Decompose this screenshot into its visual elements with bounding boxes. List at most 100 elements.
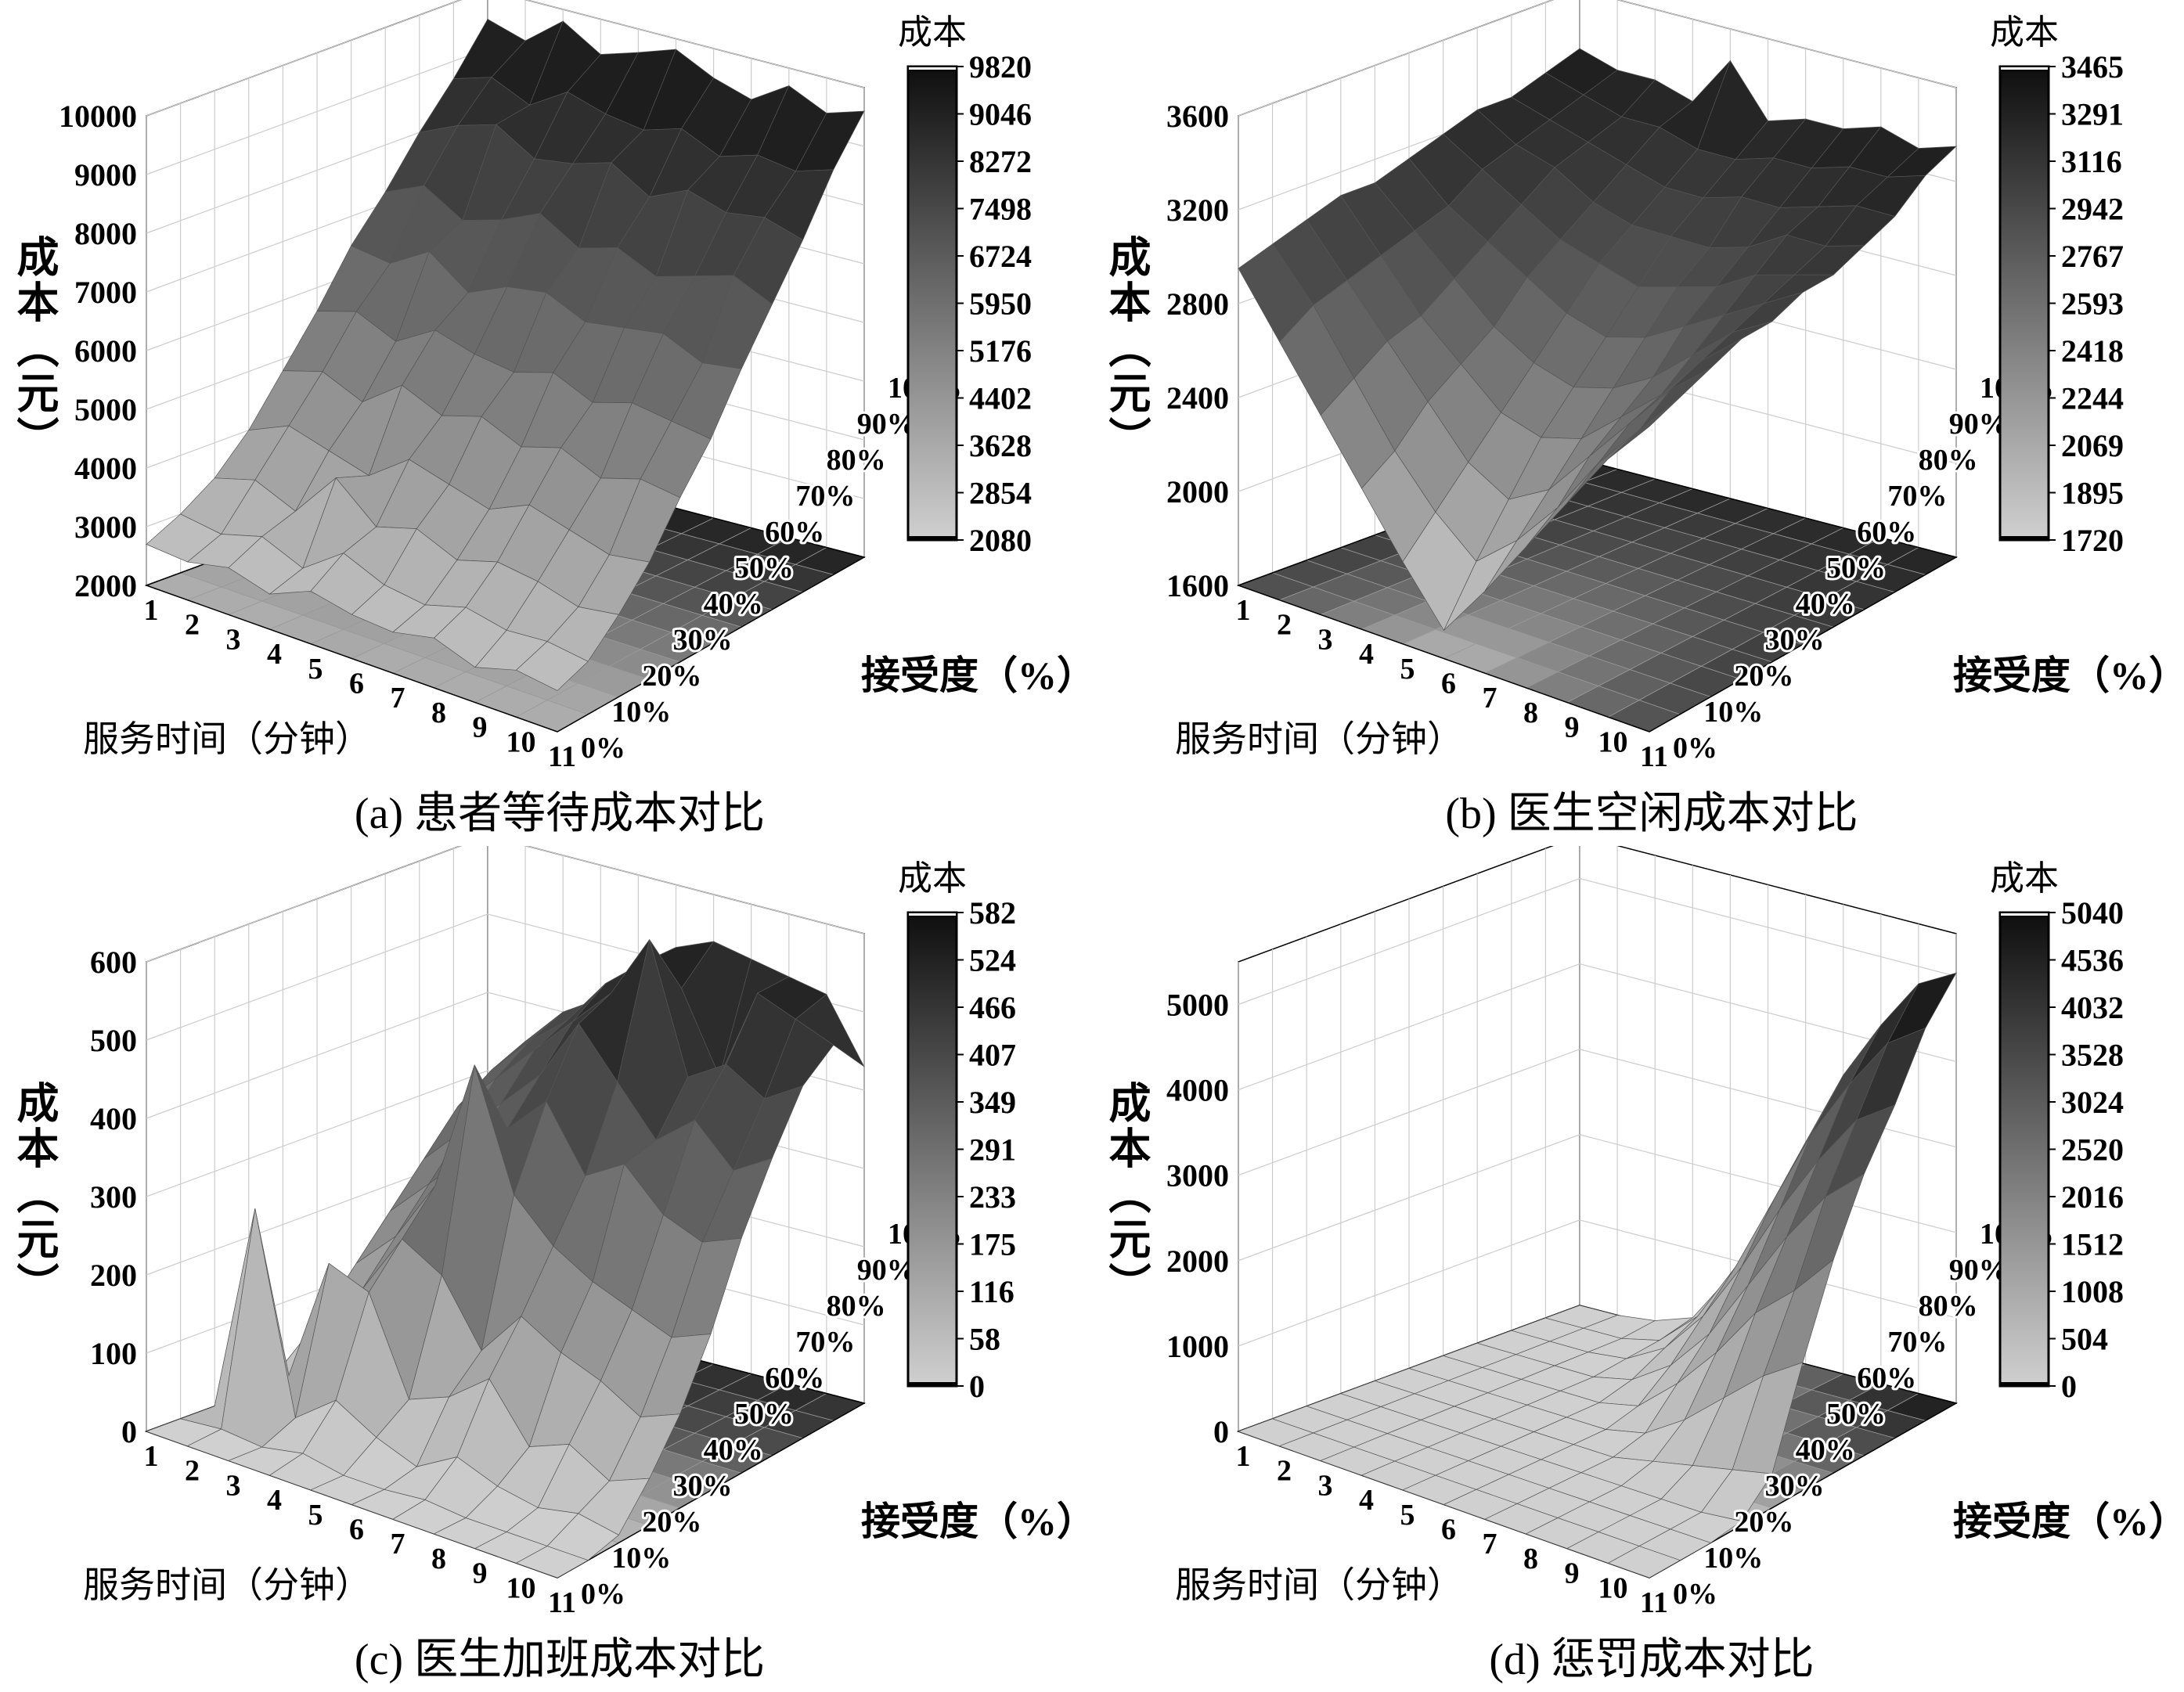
z-tick-label: 200 xyxy=(90,1258,137,1293)
x-tick-label: 3 xyxy=(226,623,241,656)
y-tick-label: 20% xyxy=(1734,1506,1793,1539)
panel-a: 2000 3000 4000 5000 6000 7000 8000 9000 10000 1 2 3… xyxy=(0,0,1092,846)
y-tick-label: 70% xyxy=(1887,1326,1947,1359)
caption-d: (d) 惩罚成本对比 xyxy=(1489,1636,1815,1684)
x-tick-label: 3 xyxy=(1318,623,1333,656)
x-tick-label: 9 xyxy=(1565,1557,1580,1590)
colorbar-bottom-cap xyxy=(2000,1382,2049,1386)
y-tick-label: 20% xyxy=(642,660,701,693)
x-tick-label: 6 xyxy=(349,1514,364,1546)
z-tick-label: 9000 xyxy=(74,157,137,193)
x-tick-label: 4 xyxy=(1359,1484,1374,1517)
x-tick-label: 1 xyxy=(1236,594,1251,627)
colorbar-tick-label: 5950 xyxy=(969,286,1032,322)
colorbar-tick-label: 2854 xyxy=(969,476,1032,511)
x-tick-label: 2 xyxy=(185,609,200,642)
x-axis-title: 服务时间（分钟） xyxy=(83,1565,371,1605)
x-tick-label: 2 xyxy=(185,1455,200,1488)
colorbar-tick-label: 1720 xyxy=(2061,523,2124,558)
y-tick-label: 60% xyxy=(765,516,824,549)
colorbar-title: 成本 xyxy=(1990,859,2059,898)
z-tick-label: 400 xyxy=(90,1101,137,1136)
x-tick-label: 4 xyxy=(1359,638,1374,671)
y-tick-label: 30% xyxy=(673,1470,733,1503)
z-tick-label: 3000 xyxy=(1166,1158,1229,1193)
panel-b: 1600 2000 2400 2800 3200 3600 1 2 3 4 5 6 7 8 9 10 11 0% 1… xyxy=(1092,0,2184,846)
z-tick-label: 1000 xyxy=(1166,1329,1229,1364)
colorbar-tick-label: 2080 xyxy=(969,523,1032,558)
x-tick-label: 8 xyxy=(1523,1543,1538,1575)
colorbar-tick-label: 5040 xyxy=(2061,895,2124,931)
y-axis-title: 接受度（%） xyxy=(861,653,1092,697)
z-tick-label: 4000 xyxy=(1166,1073,1229,1108)
z-axis-title: 成本（元） xyxy=(10,1081,57,1308)
z-tick-label: 2000 xyxy=(1166,1244,1229,1279)
x-tick-label: 5 xyxy=(308,1499,323,1532)
z-gridline xyxy=(146,0,865,117)
x-tick-label: 3 xyxy=(226,1469,241,1502)
z-gridline xyxy=(146,846,865,963)
z-tick-label: 300 xyxy=(90,1179,137,1215)
y-tick-label: 20% xyxy=(1734,660,1793,693)
y-tick-label: 0% xyxy=(581,732,625,765)
colorbar-bottom-cap xyxy=(2000,536,2049,540)
y-tick-label: 40% xyxy=(1796,1434,1855,1467)
y-tick-label: 40% xyxy=(1796,588,1855,621)
z-tick-label: 0 xyxy=(121,1414,137,1449)
colorbar-tick-label: 2520 xyxy=(2061,1132,2124,1168)
x-tick-label: 3 xyxy=(1318,1469,1333,1502)
x-tick-label: 9 xyxy=(473,1557,488,1590)
y-axis-title: 接受度（%） xyxy=(1953,1499,2184,1543)
colorbar-tick-label: 4032 xyxy=(2061,990,2124,1025)
z-tick-label: 2800 xyxy=(1166,286,1229,322)
z-tick-label: 3200 xyxy=(1166,193,1229,228)
surface-cell xyxy=(1608,397,1681,459)
x-tick-label: 6 xyxy=(1441,1514,1456,1546)
x-tick-label: 4 xyxy=(267,638,282,671)
x-tick-label: 1 xyxy=(144,1440,159,1473)
caption-a: (a) 患者等待成本对比 xyxy=(354,790,766,838)
colorbar-tick-label: 58 xyxy=(969,1322,1000,1357)
surface-chart-c: 0 100 200 300 400 500 600 1 2 3 4 5 6 7 8 9 10 11 0%10%20%… xyxy=(83,846,1092,1619)
colorbar-tick-label: 349 xyxy=(969,1085,1016,1120)
x-tick-label: 4 xyxy=(267,1484,282,1517)
x-axis-title: 服务时间（分钟） xyxy=(1175,719,1463,759)
y-tick-label: 60% xyxy=(765,1362,824,1395)
x-tick-label: 11 xyxy=(548,1586,576,1619)
z-tick-label: 3600 xyxy=(1166,99,1229,134)
colorbar-tick-label: 1512 xyxy=(2061,1227,2124,1262)
y-tick-label: 60% xyxy=(1857,1362,1916,1395)
y-tick-label: 10% xyxy=(1703,696,1763,729)
z-tick-label: 2400 xyxy=(1166,380,1229,416)
colorbar-tick-label: 9820 xyxy=(969,49,1032,85)
x-tick-label: 11 xyxy=(548,740,576,773)
y-tick-label: 30% xyxy=(1765,1470,1825,1503)
colorbar-tick-label: 3024 xyxy=(2061,1085,2124,1120)
x-tick-label: 7 xyxy=(391,1528,405,1561)
y-tick-label: 0% xyxy=(1673,1578,1717,1611)
x-tick-label: 5 xyxy=(1400,653,1415,686)
y-tick-label: 60% xyxy=(1857,516,1916,549)
z-tick-label: 6000 xyxy=(74,333,137,369)
x-tick-label: 7 xyxy=(1483,682,1497,715)
x-tick-label: 6 xyxy=(349,668,364,700)
z-axis-title: 成本（元） xyxy=(1102,1081,1149,1308)
z-tick-label: 4000 xyxy=(74,451,137,486)
colorbar-tick-label: 582 xyxy=(969,895,1016,931)
y-axis-title: 接受度（%） xyxy=(861,1499,1092,1543)
z-tick-label: 0 xyxy=(1213,1414,1229,1449)
colorbar-top-cap xyxy=(1999,912,2049,917)
colorbar-tick-label: 291 xyxy=(969,1132,1016,1168)
x-axis-title: 服务时间（分钟） xyxy=(1175,1565,1463,1605)
colorbar-tick-label: 2767 xyxy=(2061,239,2124,274)
colorbar-top-cap xyxy=(1999,66,2049,71)
y-tick-label: 10% xyxy=(1703,1542,1763,1575)
colorbar-bottom-cap xyxy=(908,536,957,540)
y-tick-label: 70% xyxy=(795,480,855,513)
x-tick-label: 10 xyxy=(506,1571,536,1604)
x-tick-label: 2 xyxy=(1277,609,1292,642)
y-tick-label: 50% xyxy=(1826,552,1886,585)
x-tick-label: 5 xyxy=(308,653,323,686)
